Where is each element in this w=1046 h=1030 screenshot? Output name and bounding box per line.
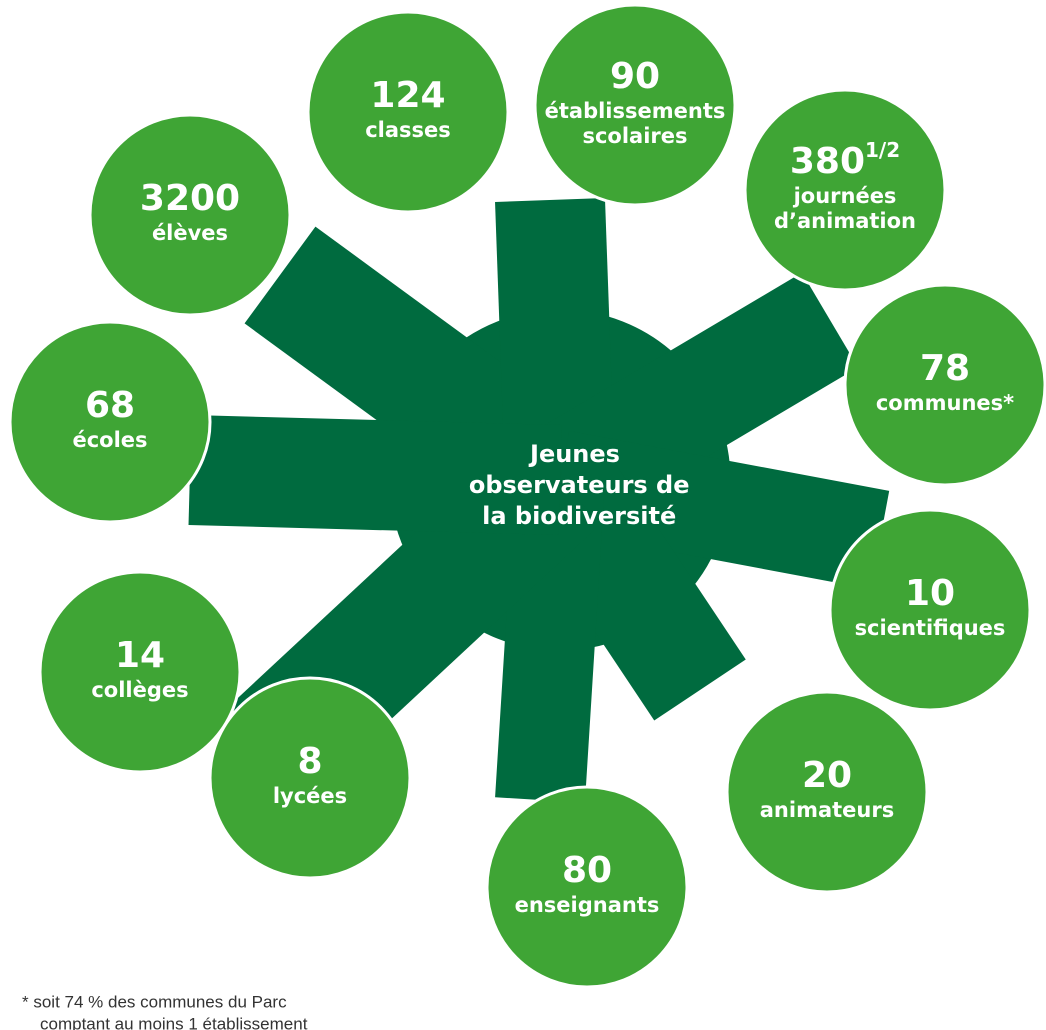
stat-circle bbox=[485, 785, 689, 989]
center-title: Jeunes observateurs de la biodiversité bbox=[460, 440, 689, 530]
stat-label: d’animation bbox=[774, 209, 916, 233]
stat-number: 68 bbox=[85, 385, 135, 426]
stat-label: journées bbox=[793, 184, 897, 208]
stat-label: établissements bbox=[545, 99, 726, 123]
stat-label: communes* bbox=[876, 391, 1014, 415]
number: 3200 bbox=[140, 178, 240, 219]
stat-label: enseignants bbox=[515, 893, 660, 917]
stat-number: 3801/2 bbox=[790, 138, 900, 183]
number: 20 bbox=[802, 755, 852, 796]
number: 10 bbox=[905, 573, 955, 614]
stat-number: 20 bbox=[802, 755, 852, 796]
number: 78 bbox=[920, 348, 970, 389]
stat-circle bbox=[208, 676, 412, 880]
footnote: comptant au moins 1 établissement bbox=[40, 1014, 308, 1030]
stat-label: scolaires bbox=[582, 124, 687, 148]
footnote: * soit 74 % des communes du Parc bbox=[22, 992, 287, 1011]
stat-label: collèges bbox=[91, 678, 188, 702]
number: 14 bbox=[115, 635, 165, 676]
stat-circle bbox=[533, 3, 737, 207]
stat-label: scientifiques bbox=[855, 616, 1006, 640]
stat-label: élèves bbox=[152, 221, 228, 245]
stat-number: 90 bbox=[610, 56, 660, 97]
number: 124 bbox=[370, 75, 445, 116]
number: 380 bbox=[790, 141, 865, 182]
stat-circle bbox=[725, 690, 929, 894]
stat-label: animateurs bbox=[760, 798, 894, 822]
title-line: observateurs de bbox=[460, 471, 689, 499]
nodes: 124classes90établissementsscolaires3801/… bbox=[8, 3, 1046, 989]
stat-circle bbox=[306, 10, 510, 214]
stat-number: 78 bbox=[920, 348, 970, 389]
number: 90 bbox=[610, 56, 660, 97]
stat-label: classes bbox=[365, 118, 451, 142]
stat-circle bbox=[88, 113, 292, 317]
stat-circle bbox=[38, 570, 242, 774]
stat-number: 3200 bbox=[140, 178, 240, 219]
number: 8 bbox=[297, 741, 322, 782]
stat-label: écoles bbox=[72, 428, 147, 452]
stat-number: 124 bbox=[370, 75, 445, 116]
stat-label: lycées bbox=[273, 784, 347, 808]
number: 68 bbox=[85, 385, 135, 426]
stat-number: 80 bbox=[562, 850, 612, 891]
title-line: Jeunes bbox=[528, 440, 620, 468]
stat-circle bbox=[8, 320, 212, 524]
stat-circle bbox=[843, 283, 1046, 487]
title-line: la biodiversité bbox=[474, 502, 676, 530]
stat-number: 8 bbox=[297, 741, 322, 782]
superscript: 1/2 bbox=[865, 138, 900, 162]
number: 80 bbox=[562, 850, 612, 891]
stat-number: 14 bbox=[115, 635, 165, 676]
stat-number: 10 bbox=[905, 573, 955, 614]
stat-circle bbox=[743, 88, 947, 292]
stat-circle bbox=[828, 508, 1032, 712]
star-arm bbox=[188, 415, 562, 535]
